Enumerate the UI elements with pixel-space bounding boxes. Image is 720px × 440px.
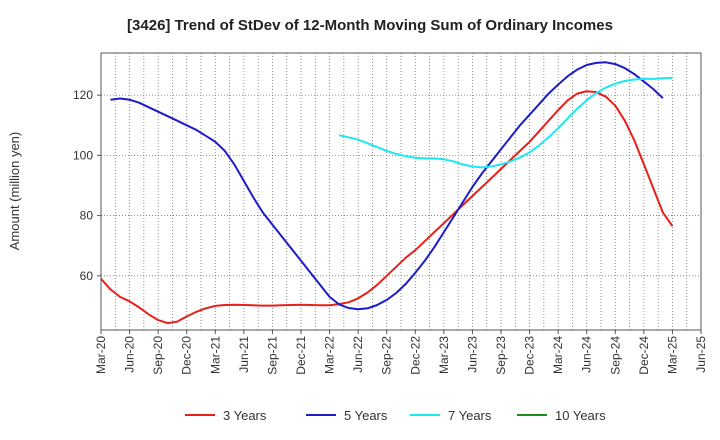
series-line-7-years <box>338 76 673 169</box>
legend: 3 Years 5 Years 7 Years 10 Years <box>185 408 606 423</box>
y-tick-label: 80 <box>80 209 94 223</box>
series-line-3-years <box>100 90 674 325</box>
x-tick-label: Jun-22 <box>351 336 365 373</box>
x-tick-label: Jun-20 <box>123 336 137 373</box>
x-tick-label: Mar-25 <box>665 336 679 374</box>
x-tick-label: Sep-21 <box>265 336 279 375</box>
x-tick-label: Mar-22 <box>323 336 337 374</box>
x-tick-label: Jun-21 <box>237 336 251 373</box>
x-tick-label: Jun-25 <box>694 336 708 373</box>
legend-label-5-years: 5 Years <box>344 408 388 423</box>
x-tick-label: Dec-21 <box>294 336 308 375</box>
x-tick-label: Dec-23 <box>523 336 537 375</box>
x-tick-label: Sep-24 <box>608 336 622 375</box>
x-tick-label: Mar-24 <box>551 336 565 374</box>
y-tick-label: 60 <box>80 269 94 283</box>
x-tick-label: Mar-20 <box>94 336 108 374</box>
x-tick-label: Mar-23 <box>437 336 451 374</box>
y-tick-label: 120 <box>73 88 93 102</box>
series-lines <box>100 61 674 325</box>
x-tick-label: Dec-24 <box>637 336 651 375</box>
x-tick-label: Sep-22 <box>380 336 394 375</box>
grid <box>101 53 701 330</box>
x-axis: Mar-20 Jun-20 Sep-20 Dec-20 Mar-21 Jun-21 Sep-… <box>94 330 708 375</box>
y-tick-label: 100 <box>73 148 93 162</box>
x-tick-label: Sep-23 <box>494 336 508 375</box>
legend-label-10-years: 10 Years <box>555 408 606 423</box>
x-tick-label: Sep-20 <box>151 336 165 375</box>
plot-frame <box>100 52 702 331</box>
x-tick-label: Jun-23 <box>465 336 479 373</box>
legend-label-3-years: 3 Years <box>223 408 267 423</box>
legend-label-7-years: 7 Years <box>448 408 492 423</box>
x-tick-label: Mar-21 <box>208 336 222 374</box>
x-tick-label: Dec-22 <box>408 336 422 375</box>
y-axis-label: Amount (million yen) <box>7 132 22 251</box>
x-tick-label: Dec-20 <box>180 336 194 375</box>
series-line-5-years <box>110 61 664 311</box>
x-tick-label: Jun-24 <box>580 336 594 373</box>
y-axis: 60 80 100 120 <box>73 88 101 283</box>
chart-title: [3426] Trend of StDev of 12-Month Moving… <box>127 17 613 34</box>
